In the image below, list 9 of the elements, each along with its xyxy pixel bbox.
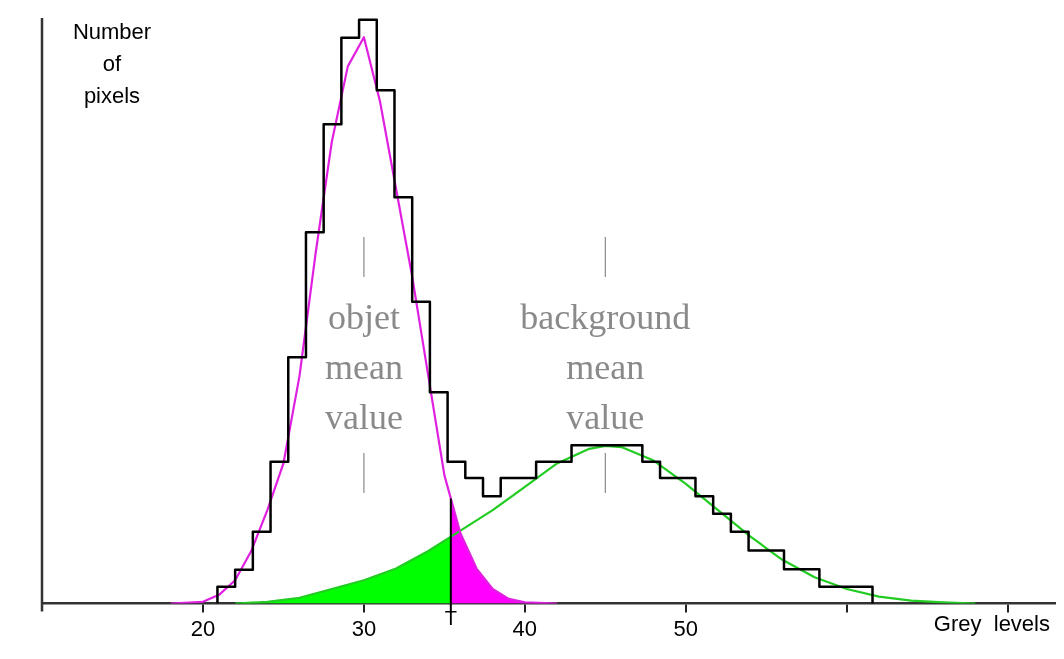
x-tick-label: 40 xyxy=(512,615,538,641)
annotation: background mean value xyxy=(520,297,691,438)
annotation: objet mean value xyxy=(324,297,403,438)
x-tick-label: 20 xyxy=(190,615,216,641)
ref-line-label: T xyxy=(444,607,457,630)
y-axis-title: Number of pixels xyxy=(72,19,152,109)
x-axis-title: Grey levels xyxy=(933,610,1050,636)
x-tick-label: 30 xyxy=(351,615,377,641)
x-tick-label: 50 xyxy=(673,615,699,641)
